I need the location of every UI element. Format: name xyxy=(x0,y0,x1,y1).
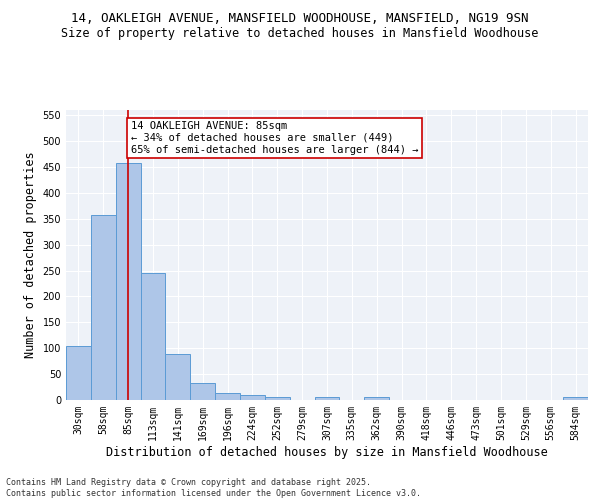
Bar xyxy=(314,398,340,400)
Y-axis label: Number of detached properties: Number of detached properties xyxy=(24,152,37,358)
Bar xyxy=(66,346,91,400)
Bar xyxy=(215,393,240,400)
Bar xyxy=(563,398,588,400)
Bar xyxy=(140,272,166,400)
Text: 14, OAKLEIGH AVENUE, MANSFIELD WOODHOUSE, MANSFIELD, NG19 9SN: 14, OAKLEIGH AVENUE, MANSFIELD WOODHOUSE… xyxy=(71,12,529,26)
Text: 14 OAKLEIGH AVENUE: 85sqm
← 34% of detached houses are smaller (449)
65% of semi: 14 OAKLEIGH AVENUE: 85sqm ← 34% of detac… xyxy=(131,122,418,154)
Bar xyxy=(265,398,290,400)
Bar xyxy=(364,398,389,400)
X-axis label: Distribution of detached houses by size in Mansfield Woodhouse: Distribution of detached houses by size … xyxy=(106,446,548,458)
Bar xyxy=(190,384,215,400)
Text: Size of property relative to detached houses in Mansfield Woodhouse: Size of property relative to detached ho… xyxy=(61,28,539,40)
Bar xyxy=(116,164,140,400)
Bar xyxy=(91,214,116,400)
Text: Contains HM Land Registry data © Crown copyright and database right 2025.
Contai: Contains HM Land Registry data © Crown c… xyxy=(6,478,421,498)
Bar xyxy=(240,396,265,400)
Bar xyxy=(166,354,190,400)
